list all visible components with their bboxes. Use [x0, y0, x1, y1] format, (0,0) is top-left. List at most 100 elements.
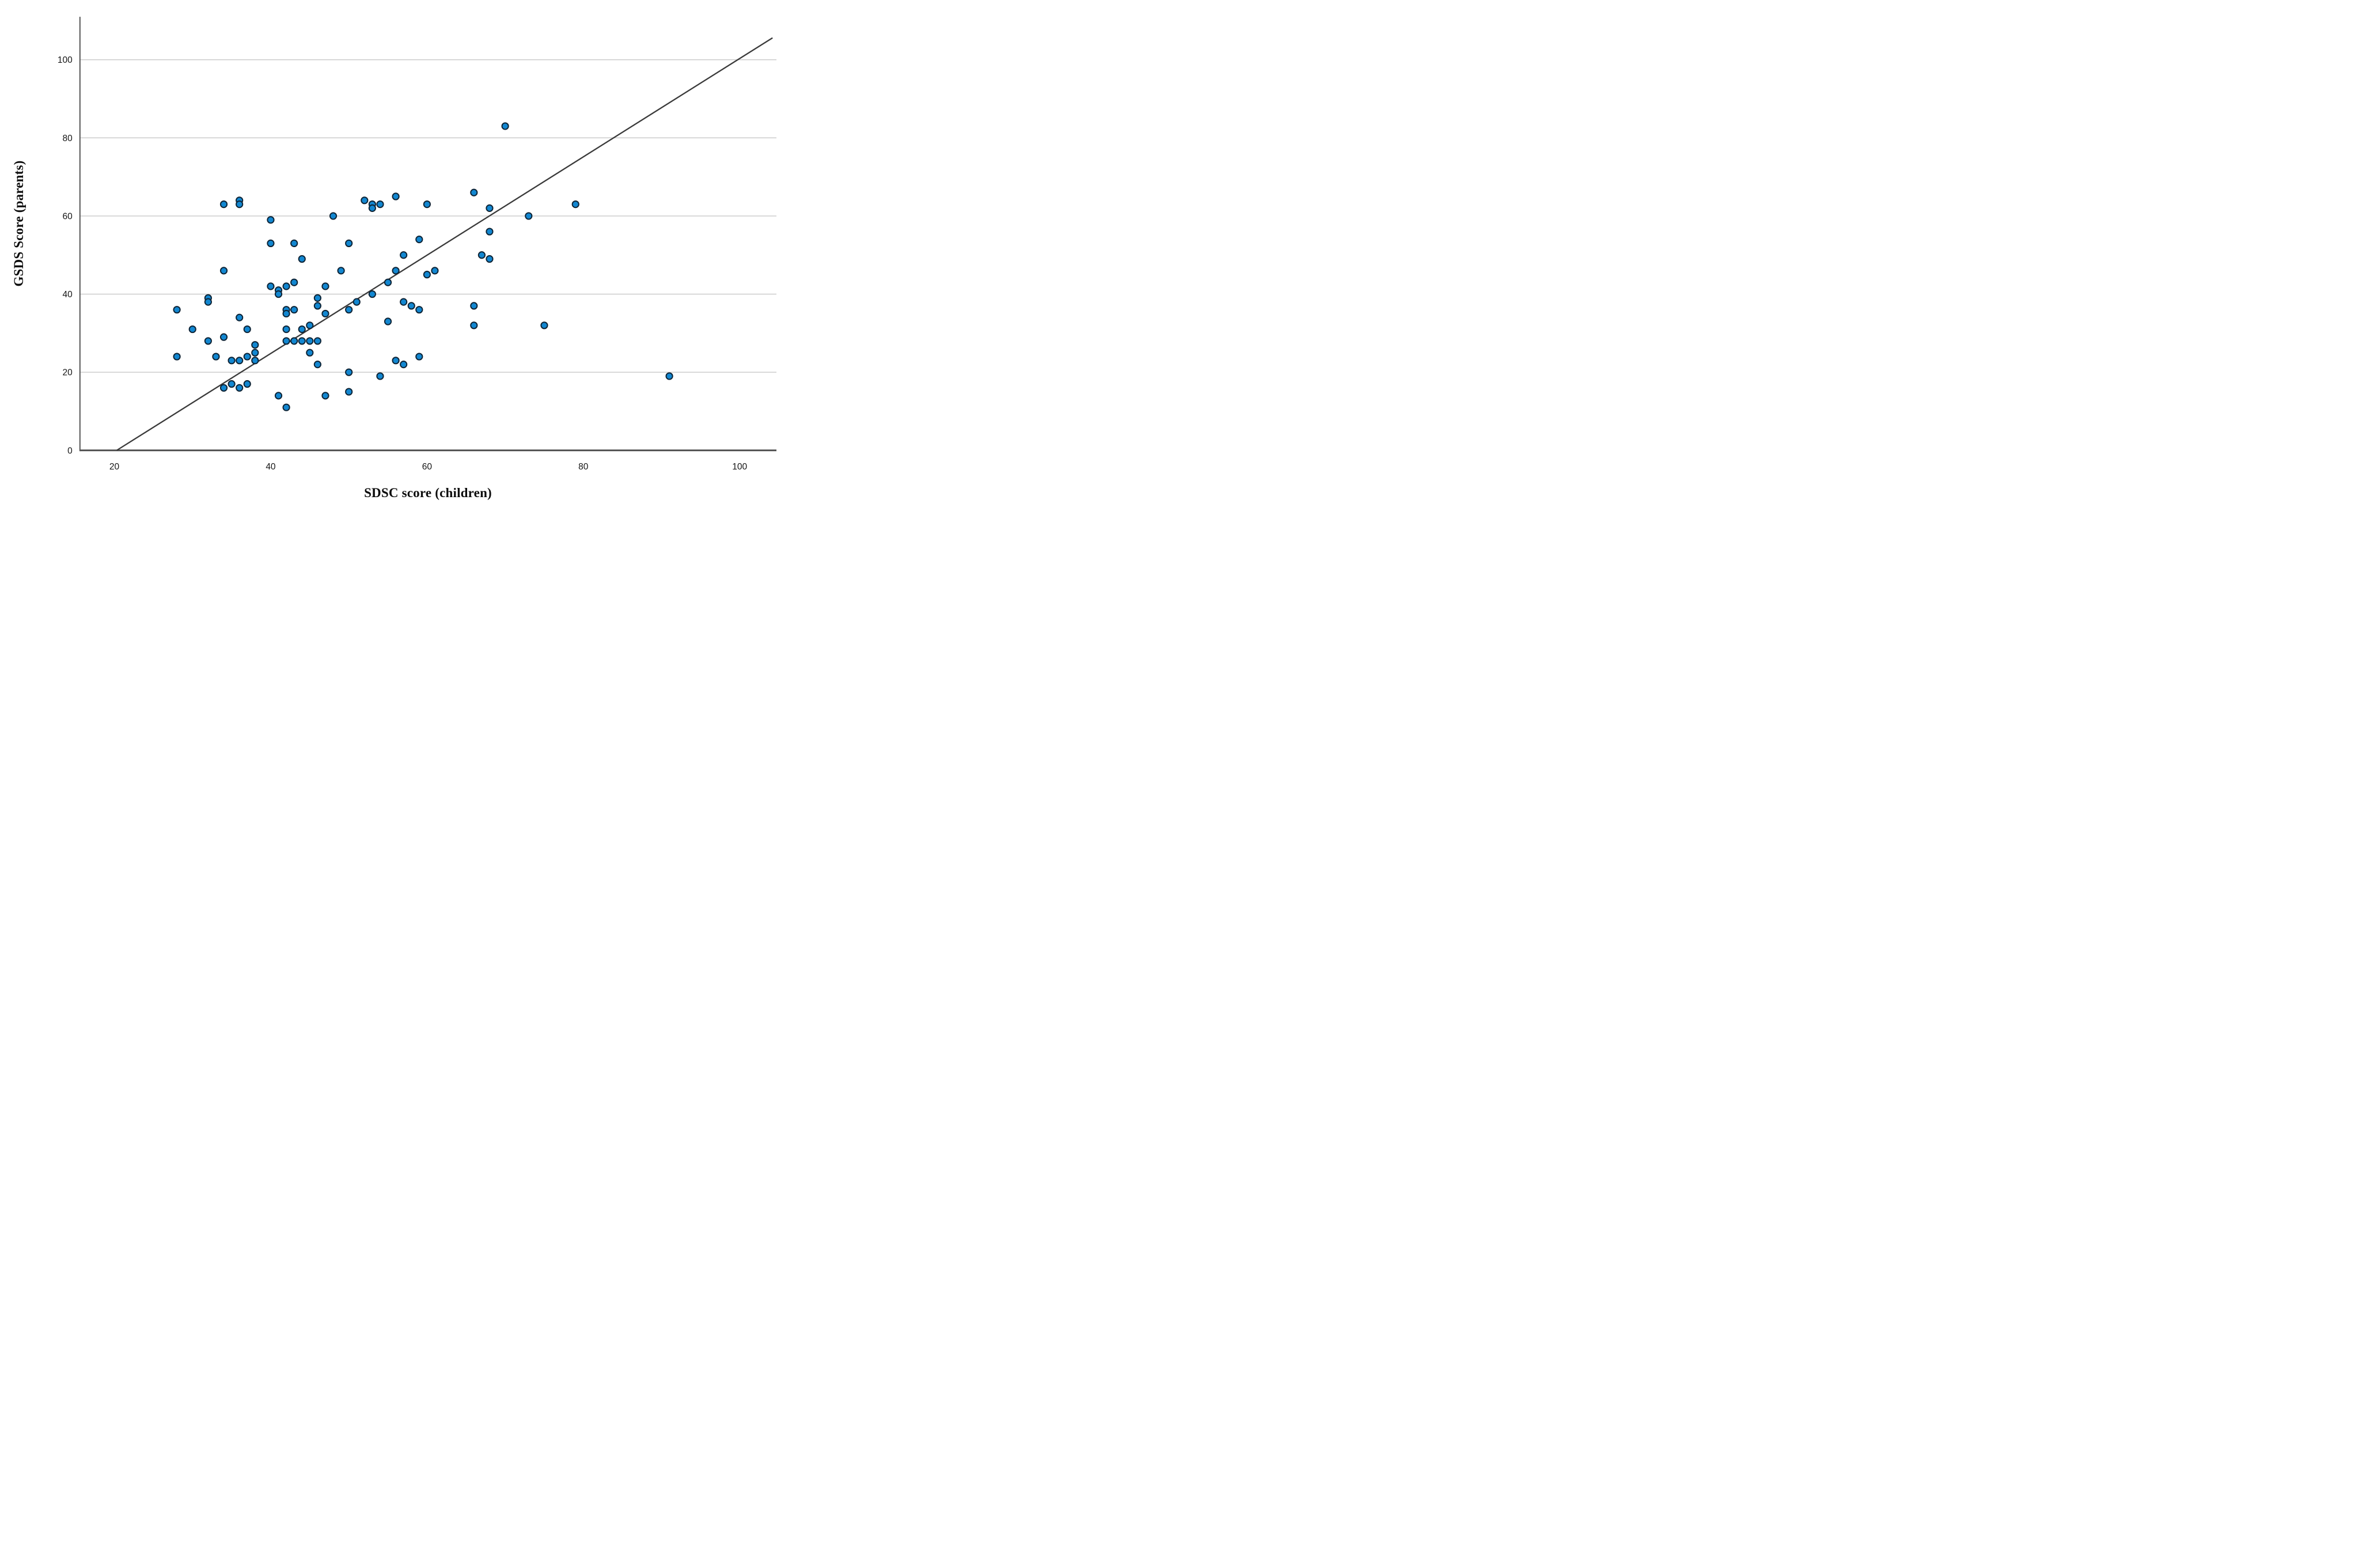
data-point	[212, 353, 220, 361]
data-point	[204, 337, 212, 345]
data-point	[571, 200, 579, 209]
data-point	[486, 204, 494, 212]
data-point	[345, 368, 353, 376]
data-point	[329, 212, 338, 220]
fit-line	[116, 37, 773, 451]
data-point	[228, 357, 236, 365]
data-point	[540, 321, 548, 330]
data-point	[219, 267, 228, 275]
y-tick-label-20: 20	[63, 368, 73, 378]
scatter-figure: 0 20 40 60 80 100 20 40 60 80 100 SDSC score (chil…	[0, 0, 787, 512]
data-point	[173, 306, 181, 314]
data-point	[204, 298, 212, 306]
data-point	[423, 271, 431, 279]
data-point	[321, 392, 329, 400]
data-point	[501, 122, 509, 130]
data-point	[376, 372, 384, 380]
data-point	[219, 200, 228, 209]
y-tick-label-40: 40	[63, 290, 73, 300]
data-point	[290, 337, 298, 345]
data-point	[282, 325, 290, 334]
data-point	[173, 353, 181, 361]
data-point	[251, 349, 259, 357]
y-tick-label-0: 0	[67, 446, 73, 456]
data-point	[267, 216, 275, 224]
data-point	[368, 204, 376, 212]
data-point	[415, 236, 423, 244]
data-point	[392, 192, 400, 200]
data-point	[267, 239, 275, 248]
data-point	[282, 403, 290, 411]
y-axis-title: GSDS Score (parents)	[12, 160, 26, 287]
data-point	[219, 384, 228, 392]
x-tick-label-20: 20	[109, 462, 120, 472]
data-point	[368, 290, 376, 298]
data-point	[345, 239, 353, 248]
data-point	[274, 290, 283, 298]
data-point	[251, 341, 259, 349]
data-point	[290, 306, 298, 314]
data-point	[236, 384, 244, 392]
data-point	[243, 325, 251, 334]
data-point	[415, 353, 423, 361]
data-point	[400, 361, 408, 369]
x-tick-label-100: 100	[732, 462, 747, 472]
data-point	[361, 196, 369, 204]
data-point	[313, 337, 321, 345]
data-point	[298, 255, 306, 263]
data-point	[251, 357, 259, 365]
data-point	[345, 306, 353, 314]
data-point	[400, 251, 408, 259]
y-tick-label-80: 80	[63, 134, 73, 143]
data-point	[290, 239, 298, 248]
data-point	[486, 228, 494, 236]
data-point	[313, 361, 321, 369]
data-point	[321, 309, 329, 318]
data-point	[219, 333, 228, 341]
data-point	[415, 306, 423, 314]
data-point	[470, 302, 478, 310]
scatter-plot: 0 20 40 60 80 100 20 40 60 80 100	[58, 17, 776, 472]
data-point	[384, 317, 392, 325]
x-tick-label-60: 60	[422, 462, 433, 472]
data-point	[384, 278, 392, 286]
data-point	[470, 321, 478, 330]
data-point	[313, 294, 321, 302]
data-point	[306, 321, 314, 330]
data-point	[376, 200, 384, 209]
data-point	[407, 302, 415, 310]
data-point	[274, 392, 283, 400]
data-point	[400, 298, 408, 306]
x-axis-title: SDSC score (children)	[364, 486, 492, 500]
data-point	[228, 380, 236, 388]
data-point	[392, 357, 400, 365]
data-point	[282, 282, 290, 290]
data-point	[236, 313, 244, 321]
data-point	[306, 349, 314, 357]
data-point	[353, 298, 361, 306]
x-tick-label-40: 40	[266, 462, 276, 472]
data-point	[337, 267, 345, 275]
data-point	[321, 282, 329, 290]
data-point	[477, 251, 486, 259]
data-point	[298, 325, 306, 334]
data-point	[188, 325, 196, 334]
data-point	[243, 353, 251, 361]
data-point	[236, 357, 244, 365]
data-point	[267, 282, 275, 290]
y-tick-label-100: 100	[58, 55, 73, 65]
data-point	[306, 337, 314, 345]
data-point	[290, 278, 298, 286]
data-point	[486, 255, 494, 263]
data-point	[236, 200, 244, 209]
data-point	[298, 337, 306, 345]
data-point	[313, 302, 321, 310]
data-point	[392, 267, 400, 275]
data-point	[665, 372, 673, 380]
data-point	[470, 188, 478, 196]
y-tick-label-60: 60	[63, 211, 73, 221]
x-tick-label-80: 80	[578, 462, 589, 472]
data-point	[282, 309, 290, 318]
data-point	[282, 337, 290, 345]
data-point	[431, 267, 439, 275]
